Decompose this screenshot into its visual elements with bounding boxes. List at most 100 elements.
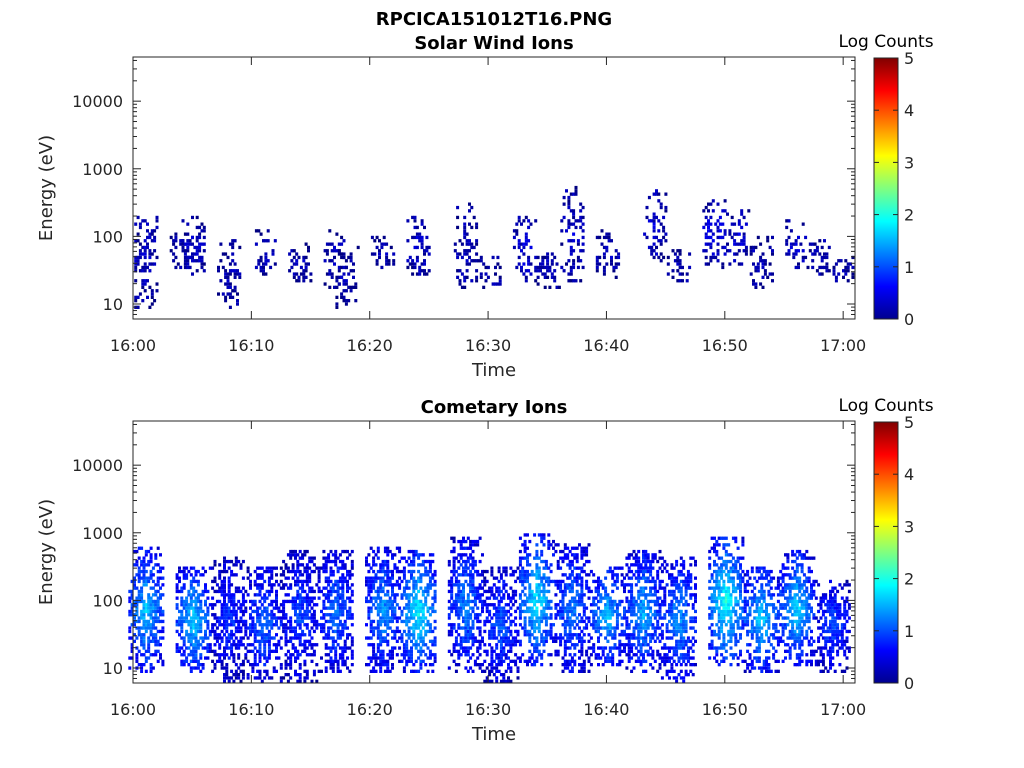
spectrogram-cell	[610, 255, 613, 260]
spectrogram-cell	[206, 606, 210, 610]
spectrogram-cell	[464, 603, 468, 607]
spectrogram-cell	[499, 576, 503, 580]
spectrogram-cell	[530, 606, 534, 610]
spectrogram-cell	[452, 566, 456, 570]
spectrogram-cell	[563, 653, 567, 657]
spectrogram-cell	[511, 589, 515, 594]
spectrogram-cell	[270, 676, 274, 680]
spectrogram-cell	[543, 275, 547, 279]
spectrogram-cell	[582, 666, 586, 670]
spectrogram-cell	[568, 663, 572, 667]
spectrogram-cell	[535, 589, 539, 594]
spectrogram-cell	[476, 573, 480, 577]
spectrogram-cell	[488, 633, 492, 637]
spectrogram-cell	[580, 663, 584, 667]
spectrogram-cell	[468, 262, 471, 266]
spectrogram-cell	[246, 673, 250, 677]
spectrogram-cell	[234, 669, 238, 673]
spectrogram-cell	[559, 613, 563, 617]
spectrogram-cell	[232, 619, 236, 624]
spectrogram-cell	[249, 586, 252, 590]
spectrogram-cell	[557, 285, 561, 289]
spectrogram-cells	[128, 533, 851, 683]
spectrogram-cell	[620, 633, 624, 637]
spectrogram-cell	[523, 633, 527, 637]
spectrogram-cell	[263, 623, 267, 627]
spectrogram-cell	[277, 609, 281, 614]
spectrogram-cell	[447, 589, 451, 594]
spectrogram-cell	[294, 599, 297, 604]
spectrogram-cell	[509, 606, 513, 610]
spectrogram-cell	[526, 633, 529, 637]
spectrogram-cell	[374, 553, 378, 557]
spectrogram-cell	[425, 235, 429, 240]
spectrogram-cell	[572, 239, 576, 243]
spectrogram-cell	[317, 573, 321, 577]
spectrogram-cell	[315, 643, 319, 647]
spectrogram-cell	[452, 626, 456, 630]
spectrogram-cell	[200, 222, 204, 226]
spectrogram-cell	[469, 613, 473, 617]
spectrogram-cell	[499, 616, 503, 620]
spectrogram-cell	[336, 663, 340, 667]
spectrogram-cell	[244, 623, 248, 627]
spectrogram-cell	[462, 596, 465, 600]
spectrogram-cell	[192, 589, 196, 594]
spectrogram-cell	[289, 553, 293, 557]
spectrogram-cell	[320, 623, 323, 627]
spectrogram-cell	[220, 623, 224, 627]
spectrogram-cell	[542, 616, 546, 620]
spectrogram-cell	[517, 242, 521, 246]
spectrogram-cell	[393, 583, 397, 587]
spectrogram-cell	[613, 583, 617, 587]
spectrogram-cell	[547, 633, 551, 637]
spectrogram-cell	[147, 606, 151, 610]
spectrogram-cell	[801, 259, 805, 263]
spectrogram-cell	[329, 616, 333, 620]
spectrogram-cell	[630, 586, 634, 590]
spectrogram-cell	[149, 586, 153, 590]
spectrogram-cell	[181, 219, 185, 223]
spectrogram-cell	[253, 609, 257, 614]
spectrogram-cell	[305, 569, 309, 574]
spectrogram-cell	[587, 586, 591, 590]
spectrogram-cell	[820, 255, 824, 260]
spectrogram-cell	[499, 609, 503, 614]
spectrogram-cell	[289, 556, 293, 560]
spectrogram-cell	[386, 579, 390, 584]
spectrogram-cell	[324, 586, 328, 590]
spectrogram-cell	[192, 609, 196, 614]
spectrogram-cell	[613, 579, 617, 584]
spectrogram-cell	[257, 262, 261, 266]
spectrogram-cell	[567, 259, 571, 263]
spectrogram-cell	[623, 583, 626, 587]
spectrogram-cell	[279, 609, 283, 614]
spectrogram-cell	[549, 579, 553, 584]
spectrogram-cell	[735, 242, 739, 246]
spectrogram-cell	[379, 619, 383, 624]
spectrogram-cell	[494, 265, 497, 270]
spectrogram-cell	[386, 553, 390, 557]
y-axis-label: Energy (eV)	[36, 135, 57, 241]
spectrogram-cell	[383, 549, 387, 554]
spectrogram-cell	[227, 656, 231, 660]
spectrogram-cell	[218, 636, 222, 640]
spectrogram-cell	[637, 633, 641, 637]
spectrogram-cell	[279, 679, 283, 683]
spectrogram-cell	[580, 616, 584, 620]
spectrogram-cell	[398, 646, 402, 650]
spectrogram-cell	[228, 262, 232, 266]
spectrogram-cell	[476, 596, 480, 600]
spectrogram-cell	[625, 619, 629, 624]
spectrogram-cell	[347, 299, 351, 303]
spectrogram-cell	[414, 623, 418, 627]
spectrogram-cell	[386, 653, 390, 657]
spectrogram-cell	[130, 606, 134, 610]
spectrogram-cell	[620, 616, 624, 620]
spectrogram-cell	[149, 556, 153, 560]
spectrogram-cell	[196, 623, 200, 627]
spectrogram-cell	[204, 586, 207, 590]
spectrogram-cell	[336, 569, 340, 574]
spectrogram-cell	[597, 589, 600, 594]
spectrogram-cell	[405, 623, 409, 627]
